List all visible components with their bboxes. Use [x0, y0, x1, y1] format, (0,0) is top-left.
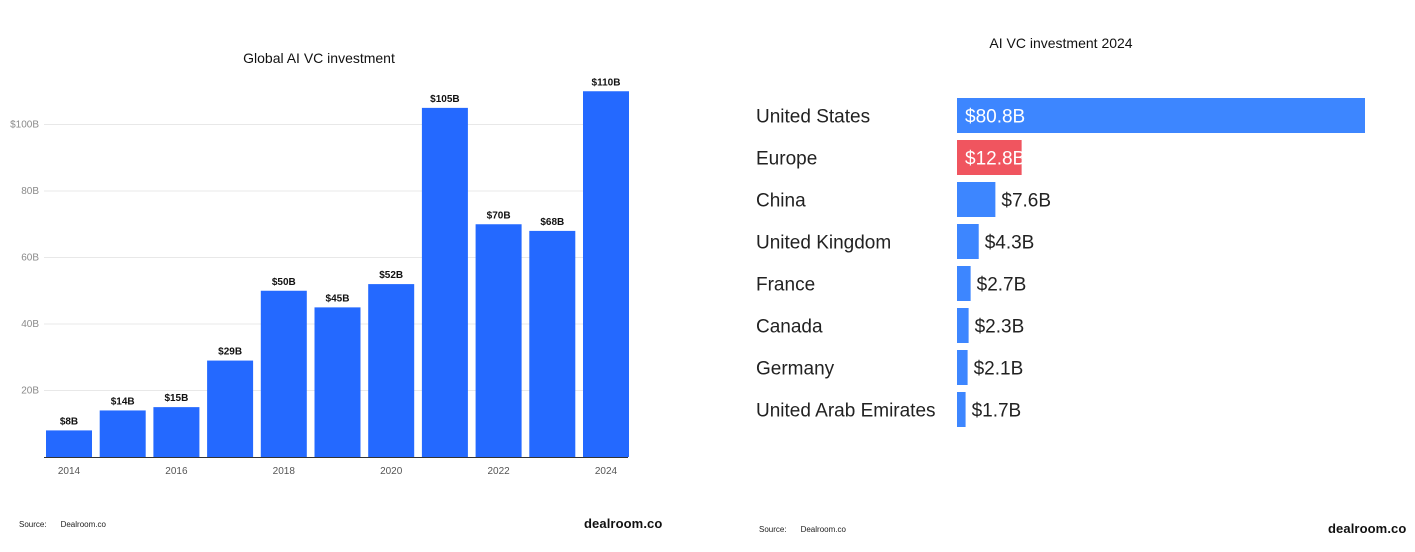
category-label: France — [756, 275, 815, 296]
data-label: $14B — [111, 396, 135, 407]
source-note: Source: Dealroom.co — [19, 520, 120, 529]
category-label: United Kingdom — [756, 233, 891, 254]
x-tick-label: 2018 — [273, 466, 296, 477]
y-tick-label: 60B — [21, 253, 39, 264]
source-value: Dealroom.co — [800, 525, 846, 534]
data-label: $68B — [540, 217, 564, 228]
data-label: $45B — [326, 293, 350, 304]
source-label: Source: — [759, 525, 787, 534]
y-tick-label: 40B — [21, 319, 39, 330]
data-label: $80.8B — [965, 107, 1025, 128]
bar-united-states — [957, 98, 1365, 133]
bar-2016 — [153, 407, 200, 457]
x-tick-label: 2024 — [595, 466, 618, 477]
data-label: $105B — [430, 94, 459, 105]
source-label: Source: — [19, 520, 47, 529]
bar-2023 — [529, 230, 576, 457]
bar-united-arab-emirates — [957, 392, 966, 427]
source-note: Source: Dealroom.co — [759, 525, 860, 534]
bar-china — [957, 182, 996, 217]
data-label: $7.6B — [1001, 191, 1051, 212]
bar-2018 — [260, 290, 307, 457]
data-label: $50B — [272, 277, 296, 288]
bar-france — [957, 266, 971, 301]
y-tick-label: 80B — [21, 186, 39, 197]
brand-logo: dealroom.co — [1328, 521, 1407, 536]
category-label: China — [756, 191, 806, 212]
bar-2014 — [46, 430, 92, 457]
bar-2020 — [368, 284, 415, 457]
bar-canada — [957, 308, 969, 343]
data-label: $52B — [379, 270, 403, 281]
brand-logo: dealroom.co — [584, 516, 663, 531]
data-label: $12.8B — [965, 149, 1025, 170]
data-label: $4.3B — [985, 233, 1035, 254]
bar-europe — [957, 140, 1022, 175]
category-label: United Arab Emirates — [756, 401, 936, 422]
data-label: $2.3B — [975, 317, 1025, 338]
category-label: Canada — [756, 317, 823, 338]
y-tick-label: $100B — [10, 120, 39, 131]
x-tick-label: 2016 — [165, 466, 188, 477]
bar-united-kingdom — [957, 224, 979, 259]
category-label: Germany — [756, 359, 835, 380]
category-label: Europe — [756, 149, 817, 170]
bar-2017 — [207, 360, 254, 457]
bar-germany — [957, 350, 968, 385]
data-label: $2.1B — [974, 359, 1024, 380]
data-label: $15B — [164, 393, 188, 404]
data-label: $2.7B — [977, 275, 1027, 296]
y-tick-label: 20B — [21, 386, 39, 397]
x-tick-label: 2020 — [380, 466, 403, 477]
data-label: $70B — [487, 210, 511, 221]
bar-2024 — [583, 91, 629, 457]
data-label: $1.7B — [972, 401, 1022, 422]
bar-2021 — [421, 107, 468, 457]
category-label: United States — [756, 107, 870, 128]
data-label: $8B — [60, 416, 78, 427]
bar-2022 — [475, 224, 522, 457]
data-label: $110B — [592, 77, 621, 88]
chart-title: AI VC investment 2024 — [989, 35, 1132, 51]
global-ai-vc-investment-chart: Global AI VC investment 20B 40B 60B 80B $100… — [10, 50, 629, 477]
bar-2019 — [314, 307, 361, 457]
chart-title: Global AI VC investment — [243, 50, 395, 66]
x-tick-label: 2022 — [487, 466, 510, 477]
x-tick-label: 2014 — [58, 466, 81, 477]
data-label: $29B — [218, 347, 242, 358]
bar-2015 — [99, 410, 146, 457]
source-value: Dealroom.co — [60, 520, 106, 529]
